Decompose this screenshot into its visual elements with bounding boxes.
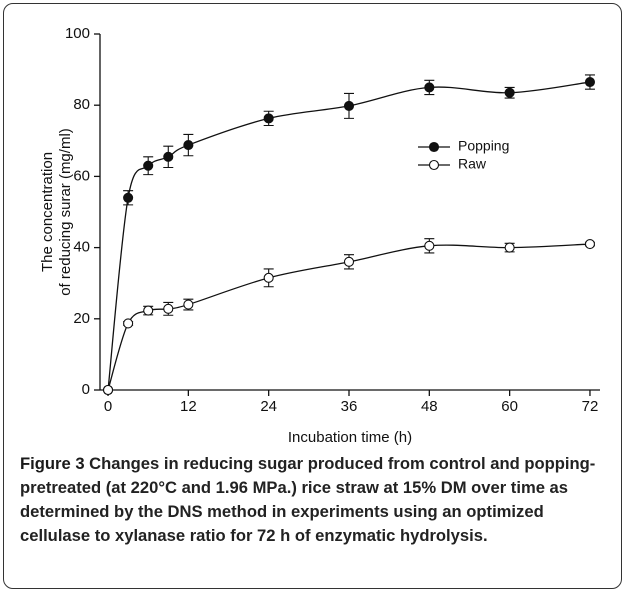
legend-label: Raw	[458, 156, 487, 172]
marker	[504, 87, 515, 98]
y-tick-label: 60	[73, 167, 90, 184]
caption-text: Changes in reducing sugar produced from …	[20, 454, 596, 545]
marker	[263, 272, 274, 283]
marker	[183, 140, 194, 151]
figure-frame	[3, 3, 622, 589]
caption: Figure 3 Changes in reducing sugar produ…	[20, 452, 612, 548]
marker	[424, 82, 435, 93]
marker	[163, 303, 174, 314]
marker	[163, 151, 174, 162]
x-axis-label: Incubation time (h)	[288, 429, 412, 446]
y-tick-label: 40	[73, 239, 90, 256]
caption-label: Figure 3	[20, 454, 85, 473]
x-tick-label: 72	[582, 398, 599, 415]
series-line	[107, 243, 590, 391]
y-tick-label: 100	[65, 25, 90, 42]
chart: 0 20 40 60 80 100 0 12 24 36 48 60 72 Incubation time…	[39, 25, 600, 446]
marker	[183, 299, 194, 310]
x-tick-label: 60	[501, 398, 518, 415]
marker	[123, 318, 134, 329]
x-tick-label: 24	[260, 398, 277, 415]
series-line	[107, 81, 591, 391]
y-tick-label: 20	[73, 310, 90, 327]
y-axis-label: of reducing surar (mg/ml)	[57, 128, 74, 296]
marker	[102, 384, 114, 396]
marker	[584, 77, 596, 88]
marker	[123, 192, 134, 203]
legend-label: Popping	[458, 138, 509, 154]
y-tick-label: 80	[73, 96, 90, 113]
y-axis-label: The concentration	[39, 152, 56, 272]
y-tick-label: 0	[82, 381, 90, 398]
x-tick-label: 12	[180, 398, 197, 415]
marker	[343, 256, 355, 267]
legend-marker	[428, 141, 440, 153]
marker	[504, 242, 515, 253]
x-tick-label: 0	[104, 398, 112, 415]
marker	[343, 100, 355, 111]
marker	[263, 113, 274, 124]
marker	[584, 238, 596, 250]
x-tick-label: 36	[341, 398, 358, 415]
legend-marker	[428, 159, 440, 171]
marker	[143, 305, 154, 316]
x-tick-label: 48	[421, 398, 438, 415]
marker	[143, 160, 154, 171]
marker	[424, 240, 435, 251]
